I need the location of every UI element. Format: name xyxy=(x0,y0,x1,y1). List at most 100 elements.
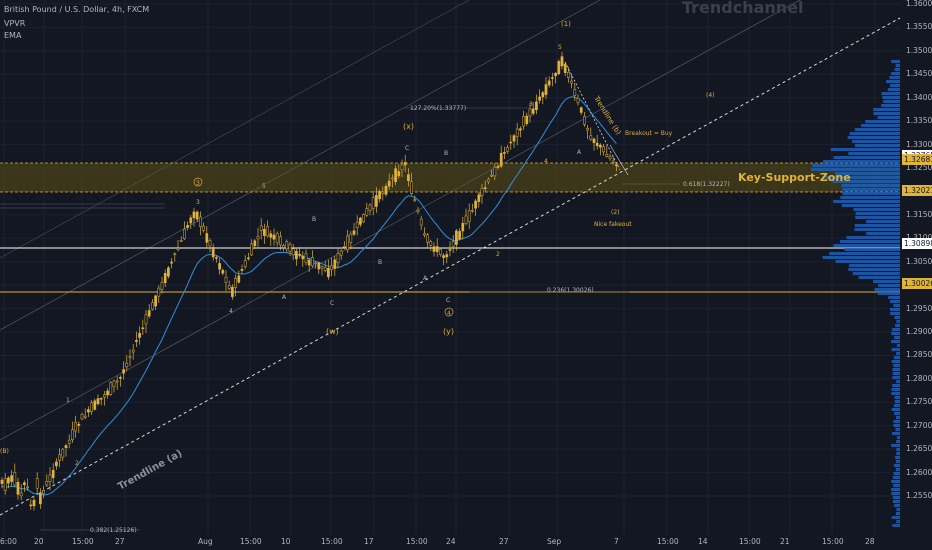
wB3: B xyxy=(444,150,448,157)
candle-body xyxy=(199,216,202,227)
candle-body xyxy=(583,116,586,125)
candle-body xyxy=(615,164,618,167)
candle-body xyxy=(551,77,554,79)
volume-bar xyxy=(892,476,900,479)
volume-bar xyxy=(842,188,900,191)
wave-1-top: (1) xyxy=(561,20,571,28)
y-tick-label: 1.29500 xyxy=(906,303,932,313)
volume-bar xyxy=(891,360,900,363)
candle-body xyxy=(339,250,343,256)
candle-body xyxy=(512,135,516,142)
candle-body xyxy=(173,253,177,256)
volume-bar xyxy=(848,152,900,155)
candle-body xyxy=(253,240,257,247)
candle-body xyxy=(192,211,196,219)
volume-bar xyxy=(892,376,900,379)
x-tick-label: 6:00 xyxy=(0,537,17,546)
candle-body xyxy=(403,162,407,166)
indicator-ema[interactable]: EMA xyxy=(4,31,22,40)
candle-body xyxy=(381,191,385,194)
candles[interactable] xyxy=(0,51,618,511)
w5: 5 xyxy=(262,183,266,190)
x-tick-label: 28 xyxy=(865,537,875,546)
candle-body xyxy=(327,267,330,278)
candle-body xyxy=(522,116,525,127)
wave-4-circle xyxy=(444,307,454,317)
candle-body xyxy=(423,233,426,236)
volume-bar xyxy=(893,424,900,427)
y-tick-label: 1.27000 xyxy=(906,420,932,430)
candle-body xyxy=(160,282,164,290)
candle-body xyxy=(589,135,593,140)
candle-body xyxy=(515,128,519,137)
candle-body xyxy=(576,97,580,103)
candle-body xyxy=(586,127,589,131)
candle-body xyxy=(458,231,461,240)
fib-236-label: 0.236(1.30026) xyxy=(547,287,594,294)
volume-bar xyxy=(894,400,900,403)
y-tick-label: 1.25500 xyxy=(906,491,932,501)
candle-body xyxy=(26,486,29,489)
volume-bar xyxy=(895,428,900,431)
trendline-b[interactable] xyxy=(564,61,621,171)
indicator-vpvr[interactable]: VPVR xyxy=(4,19,26,28)
candle-body xyxy=(112,380,116,387)
candle-body xyxy=(314,262,317,265)
volume-bar xyxy=(891,408,900,411)
y-tick-label: 1.26000 xyxy=(906,467,932,477)
candle-body xyxy=(291,248,295,256)
candle-body xyxy=(0,479,4,484)
volume-bar xyxy=(892,368,900,371)
candle-body xyxy=(64,445,68,449)
y-tick-label: 1.35000 xyxy=(906,45,932,55)
volume-bar xyxy=(893,356,900,359)
candle-body xyxy=(531,108,535,114)
y-tick-label: 1.26500 xyxy=(906,444,932,454)
w2b: 2 xyxy=(75,460,79,467)
volume-bar xyxy=(895,456,900,459)
volume-bar xyxy=(889,300,900,303)
volume-bar xyxy=(848,264,900,267)
candle-body xyxy=(570,80,573,84)
volume-bar xyxy=(890,72,900,75)
x-tick-label: 27 xyxy=(499,537,509,546)
candle-body xyxy=(471,209,474,212)
candle-body xyxy=(208,240,212,247)
candle-body xyxy=(183,228,186,240)
wave-x-label: (x) xyxy=(403,122,414,131)
wC3: C xyxy=(446,297,450,304)
wC2: C xyxy=(405,145,409,152)
x-tick-label: 21 xyxy=(780,537,790,546)
candle-body xyxy=(320,266,324,269)
candle-body xyxy=(499,152,503,167)
candle-body xyxy=(371,197,375,209)
fib-618-label: 0.618(1.32227) xyxy=(683,181,730,188)
candle-body xyxy=(231,286,234,298)
volume-bar xyxy=(860,124,900,127)
volume-bar xyxy=(854,228,900,231)
volume-bar xyxy=(812,164,900,167)
candle-body xyxy=(58,454,61,461)
y-tick-label: 1.32500 xyxy=(906,163,932,172)
key-support-zone xyxy=(0,163,900,192)
volume-bar xyxy=(889,308,900,311)
volume-bar xyxy=(877,292,900,295)
wB1: B xyxy=(312,216,316,223)
y-tick-label: 1.28000 xyxy=(906,373,932,383)
candle-body xyxy=(608,156,612,159)
candle-body xyxy=(61,448,65,458)
candle-body xyxy=(109,382,113,395)
candle-body xyxy=(67,439,71,444)
volume-bar xyxy=(854,144,900,147)
w3a: 3 xyxy=(196,199,200,206)
candle-body xyxy=(317,262,321,270)
volume-bar xyxy=(874,288,900,291)
x-tick-label: 15:00 xyxy=(406,537,428,546)
candle-body xyxy=(90,402,93,412)
candle-body xyxy=(400,164,404,170)
candle-body xyxy=(442,255,445,258)
candle-body xyxy=(304,253,308,263)
candle-body xyxy=(115,380,119,383)
candle-body xyxy=(567,72,570,78)
